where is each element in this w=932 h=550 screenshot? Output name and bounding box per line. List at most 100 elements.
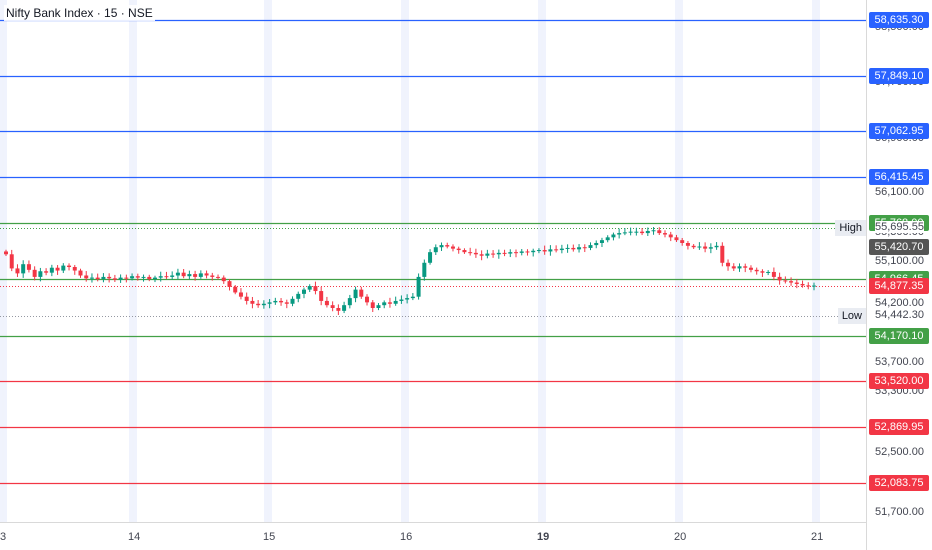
candle-body (634, 231, 639, 233)
price-tick: 52,500.00 (875, 446, 924, 458)
candle-body (754, 269, 759, 272)
candle-body (450, 246, 455, 249)
time-axis[interactable]: 3 14 15 16 19 20 21 (0, 522, 866, 550)
candle-body (141, 276, 146, 278)
low-label: Low (837, 308, 866, 324)
time-tick: 19 (537, 531, 550, 543)
level-price-label: 54,170.10 (869, 328, 929, 344)
candle-body (387, 302, 392, 304)
candle-body (221, 277, 226, 282)
candle-body (554, 249, 559, 251)
candle-body (428, 252, 433, 263)
candle-body (21, 264, 26, 274)
candle-body (726, 262, 731, 267)
candlestick-chart[interactable] (0, 0, 866, 522)
level-price-label: 52,083.75 (869, 475, 929, 491)
candle-body (479, 254, 484, 256)
level-price-label: 56,415.45 (869, 169, 929, 185)
candle-body (158, 276, 163, 278)
level-price-label: 58,635.30 (869, 12, 929, 28)
high-value: 55,695.55 (875, 221, 924, 233)
candle-body (130, 276, 135, 279)
candle-body (250, 300, 255, 304)
candle-body (26, 264, 31, 270)
candle-body (32, 269, 37, 277)
candle-body (359, 289, 364, 297)
candle-body (548, 249, 553, 252)
time-tick: 21 (811, 531, 824, 543)
candle-body (766, 271, 771, 273)
candle-body (324, 300, 329, 306)
candle-body (491, 253, 496, 255)
candle-body (536, 250, 541, 252)
candle-body (9, 254, 14, 269)
candle-body (680, 240, 685, 243)
candle-body (502, 252, 507, 254)
time-tick: 14 (128, 531, 141, 543)
price-tick: 56,100.00 (875, 186, 924, 198)
candle-body (760, 271, 765, 273)
chart-area[interactable]: Nifty Bank Index · 15 · NSE (0, 0, 866, 522)
candle-body (147, 276, 152, 280)
price-tick: 55,100.00 (875, 255, 924, 267)
candle-body (44, 271, 49, 273)
price-tick: 51,700.00 (875, 506, 924, 518)
candle-body (794, 282, 799, 284)
candle-body (233, 286, 238, 293)
candle-body (405, 298, 410, 300)
time-tick: 16 (400, 531, 413, 543)
symbol-title[interactable]: Nifty Bank Index · 15 · NSE (4, 5, 155, 21)
candle-body (175, 272, 180, 276)
candle-body (124, 277, 129, 279)
price-tick: 53,700.00 (875, 356, 924, 368)
candle-body (777, 276, 782, 281)
level-price-label: 57,849.10 (869, 68, 929, 84)
candle-body (118, 277, 123, 280)
candle-body (519, 251, 524, 253)
candle-body (628, 231, 633, 233)
candle-body (319, 291, 324, 301)
prev-close-label: 55,420.70 (869, 239, 929, 255)
candle-body (307, 286, 312, 290)
candle-body (462, 250, 467, 253)
candle-body (617, 233, 622, 235)
candle-body (135, 276, 140, 278)
level-price-label: 53,520.00 (869, 373, 929, 389)
candle-body (410, 296, 415, 299)
candle-body (301, 289, 306, 294)
candle-body (95, 277, 100, 280)
high-label: High (835, 220, 866, 236)
candle-body (210, 275, 215, 277)
candle-body (342, 305, 347, 311)
candle-body (588, 245, 593, 248)
candle-body (267, 302, 272, 304)
candle-body (112, 278, 117, 280)
candle-body (244, 296, 249, 301)
candle-body (748, 267, 753, 270)
candle-body (107, 276, 112, 279)
candle-body (514, 252, 519, 254)
candle-body (720, 245, 725, 263)
candle-body (433, 247, 438, 253)
candle-body (187, 274, 192, 277)
candle-body (227, 281, 232, 287)
candle-body (336, 308, 341, 311)
candle-body (565, 247, 570, 249)
price-axis[interactable]: 58,500.0057,700.0056,900.0056,100.0055,3… (866, 0, 932, 550)
candle-body (152, 277, 157, 280)
candle-body (674, 237, 679, 241)
candle-body (261, 303, 266, 306)
candle-body (170, 275, 175, 277)
candle-body (290, 298, 295, 304)
candle-body (657, 230, 662, 234)
candle-body (525, 251, 530, 253)
candle-body (78, 270, 83, 276)
candle-body (703, 246, 708, 249)
candle-body (789, 281, 794, 283)
candle-body (542, 250, 547, 252)
candle-body (353, 289, 358, 299)
candle-body (67, 265, 72, 268)
candle-body (611, 234, 616, 238)
level-price-label: 52,869.95 (869, 419, 929, 435)
candle-body (422, 262, 427, 277)
